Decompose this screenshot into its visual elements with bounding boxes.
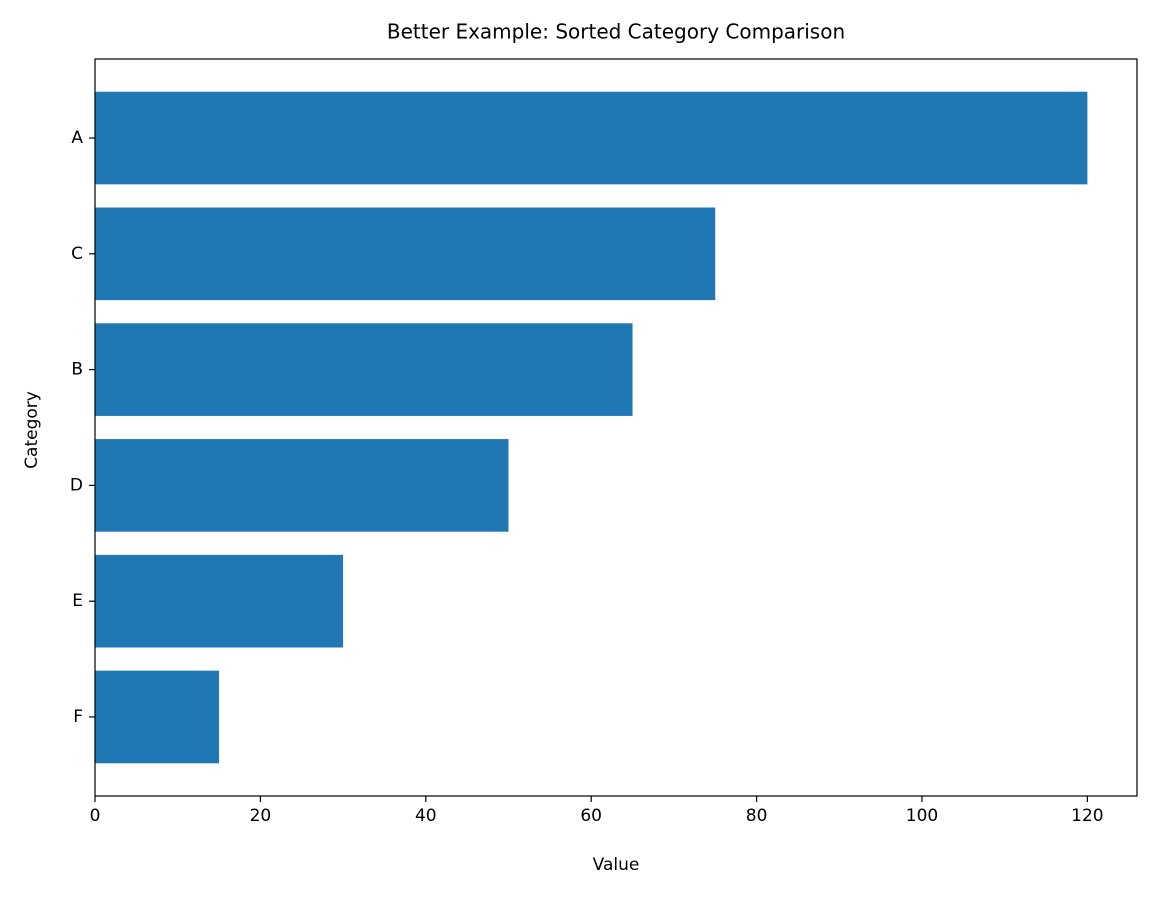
bar: [95, 91, 1088, 185]
x-axis-label: Value: [593, 855, 640, 875]
y-tick-label: E: [72, 591, 83, 611]
y-tick-label: F: [73, 707, 83, 727]
bar: [95, 554, 344, 648]
bar: [95, 439, 509, 532]
y-tick-label: B: [71, 360, 83, 380]
y-axis-label: Category: [22, 391, 42, 469]
bar: [95, 207, 716, 301]
y-tick-label: D: [70, 475, 83, 495]
x-tick-label: 40: [415, 806, 437, 826]
x-tick-label: 120: [1071, 806, 1103, 826]
bar: [95, 670, 220, 764]
x-tick-label: 100: [906, 806, 938, 826]
x-tick-label: 0: [90, 806, 101, 826]
y-tick-label: C: [71, 244, 83, 264]
bar: [95, 323, 633, 416]
y-tick-label: A: [71, 128, 83, 148]
x-tick-label: 60: [580, 806, 602, 826]
chart-title: Better Example: Sorted Category Comparis…: [387, 20, 845, 44]
x-tick-label: 20: [250, 806, 272, 826]
x-tick-label: 80: [746, 806, 768, 826]
plot-frame: [94, 58, 1138, 797]
